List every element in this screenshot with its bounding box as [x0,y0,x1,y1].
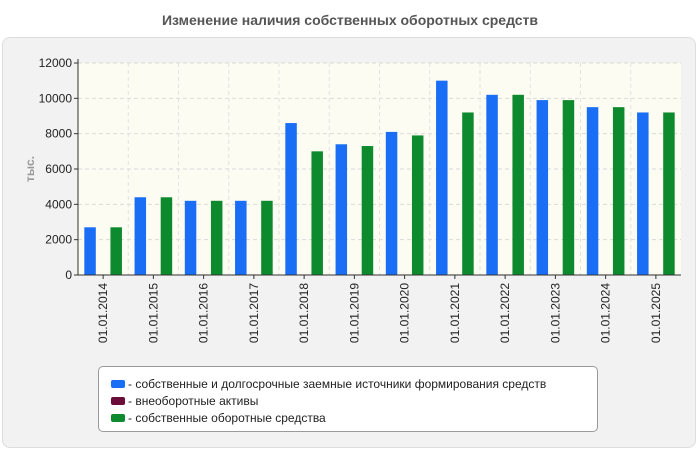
y-tick-label: 8000 [45,127,72,141]
y-tick-label: 2000 [45,233,72,247]
y-tick-label: 10000 [39,91,73,105]
bar [562,100,575,275]
bar [311,151,323,275]
bar [462,112,474,275]
bar [84,227,96,275]
x-tick-label: 01.01.2019 [347,283,361,343]
bar [486,94,498,275]
y-axis-label: тыс. [23,156,37,182]
legend: - собственные и долгосрочные заемные ист… [98,366,598,432]
bar [586,107,599,276]
legend-label: - собственные оборотные средства [128,410,326,425]
x-tick-label: 01.01.2023 [548,283,562,343]
x-tick-label: 01.01.2022 [498,283,512,343]
bar [110,227,122,275]
bar [385,131,398,275]
legend-label: - собственные и долгосрочные заемные ист… [128,376,547,391]
bar [335,144,348,275]
bar [536,100,549,275]
x-tick-label: 01.01.2016 [197,283,211,343]
bar [160,197,173,275]
x-tick-label: 01.01.2021 [448,283,462,343]
bar [411,135,424,275]
bar [612,107,625,276]
legend-item: - внеоборотные активы [99,392,597,409]
legend-swatch [111,379,125,388]
x-tick-label: 01.01.2014 [96,283,110,343]
bar [436,80,448,275]
bar [184,200,197,275]
x-tick-label: 01.01.2024 [599,283,613,343]
bar [235,200,247,275]
bar [134,197,147,275]
y-tick-label: 0 [65,268,72,282]
x-tick-label: 01.01.2017 [247,283,261,343]
bar [361,146,374,275]
bar [663,112,675,275]
bar [285,123,297,275]
y-tick-label: 6000 [45,162,72,176]
x-tick-label: 01.01.2015 [146,283,160,343]
chart-title: Изменение наличия собственных оборотных … [161,12,539,28]
legend-swatch [111,413,125,422]
legend-item: - собственные и долгосрочные заемные ист… [99,375,597,392]
x-tick-label: 01.01.2018 [297,283,311,343]
y-tick-label: 4000 [45,197,72,211]
legend-label: - внеоборотные активы [128,393,259,408]
bar [210,200,223,275]
chart-svg: 0 2000 4000 6000 8000 10000 12000 01.01.2014 01.… [23,56,681,343]
x-tick-label: 01.01.2025 [649,283,663,343]
legend-swatch [111,396,125,405]
legend-item: - собственные оборотные средства [99,409,597,426]
bar [261,200,273,275]
bar [512,94,524,275]
bar [637,112,649,275]
y-tick-label: 12000 [39,56,73,70]
x-tick-label: 01.01.2020 [398,283,412,343]
